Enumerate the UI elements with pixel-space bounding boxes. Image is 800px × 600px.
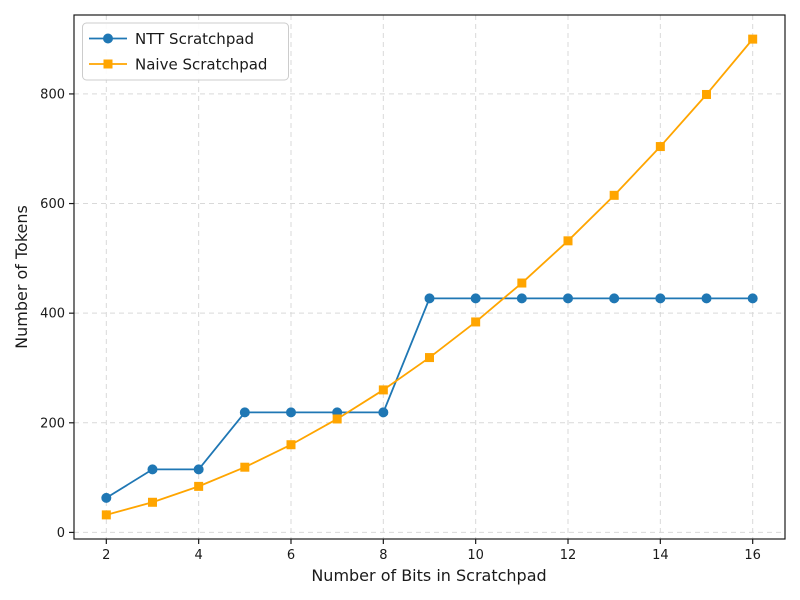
x-tick-label: 10 — [467, 548, 484, 563]
y-tick-label: 0 — [57, 526, 65, 541]
x-tick-label: 14 — [652, 548, 669, 563]
tick-layer: 2 4 6 8 10 12 14 16 0 200 400 600 800 — [40, 87, 761, 563]
data-point-square — [286, 440, 296, 450]
x-tick-label: 4 — [195, 548, 203, 563]
data-point-square — [471, 317, 481, 327]
data-point-circle — [239, 407, 250, 418]
legend-square-marker-icon — [103, 59, 113, 69]
legend-box — [82, 22, 289, 81]
data-point-square — [378, 385, 388, 395]
data-point-square — [194, 481, 204, 491]
legend-label: Naive Scratchpad — [135, 56, 267, 74]
data-point-square — [517, 278, 527, 288]
data-point-circle — [193, 464, 204, 475]
data-point-square — [332, 414, 342, 424]
data-point-square — [425, 353, 434, 363]
legend: NTT Scratchpad Naive Scratchpad — [82, 22, 289, 81]
data-point-circle — [609, 293, 620, 304]
plot-border — [73, 14, 786, 540]
data-point-circle — [655, 293, 666, 304]
data-point-circle — [701, 293, 712, 304]
data-point-square — [101, 510, 111, 520]
data-point-circle — [378, 407, 389, 418]
x-tick-label: 8 — [379, 548, 387, 563]
data-point-circle — [470, 293, 481, 304]
y-tick-label: 400 — [40, 307, 65, 322]
grid-layer — [74, 15, 785, 539]
legend-item: NTT Scratchpad — [89, 30, 254, 48]
data-point-circle — [424, 293, 435, 304]
x-tick-label: 16 — [744, 548, 761, 563]
legend-item: Naive Scratchpad — [89, 56, 267, 74]
data-point-square — [240, 462, 250, 472]
data-point-circle — [285, 407, 296, 418]
x-tick-label: 2 — [102, 548, 110, 563]
plot-frame — [73, 14, 786, 540]
legend-label: NTT Scratchpad — [135, 30, 254, 48]
x-tick-label: 12 — [560, 548, 577, 563]
data-point-circle — [101, 492, 112, 503]
data-point-circle — [147, 464, 158, 475]
data-point-circle — [563, 293, 574, 304]
y-tick-label: 600 — [40, 197, 65, 212]
data-point-circle — [516, 293, 527, 304]
data-point-square — [748, 34, 758, 44]
series-layer — [101, 34, 758, 520]
data-point-square — [609, 190, 619, 200]
y-tick-label: 200 — [40, 416, 65, 431]
x-tick-label: 6 — [287, 548, 295, 563]
x-axis-label: Number of Bits in Scratchpad — [311, 566, 546, 585]
y-axis-label: Number of Tokens — [12, 205, 31, 349]
series-line-1 — [105, 38, 754, 516]
data-point-square — [655, 142, 665, 152]
data-point-square — [702, 89, 712, 99]
data-point-circle — [747, 293, 758, 304]
data-point-square — [563, 236, 573, 246]
legend-circle-marker-icon — [103, 33, 113, 44]
data-point-square — [147, 497, 157, 507]
y-tick-label: 800 — [40, 87, 65, 102]
